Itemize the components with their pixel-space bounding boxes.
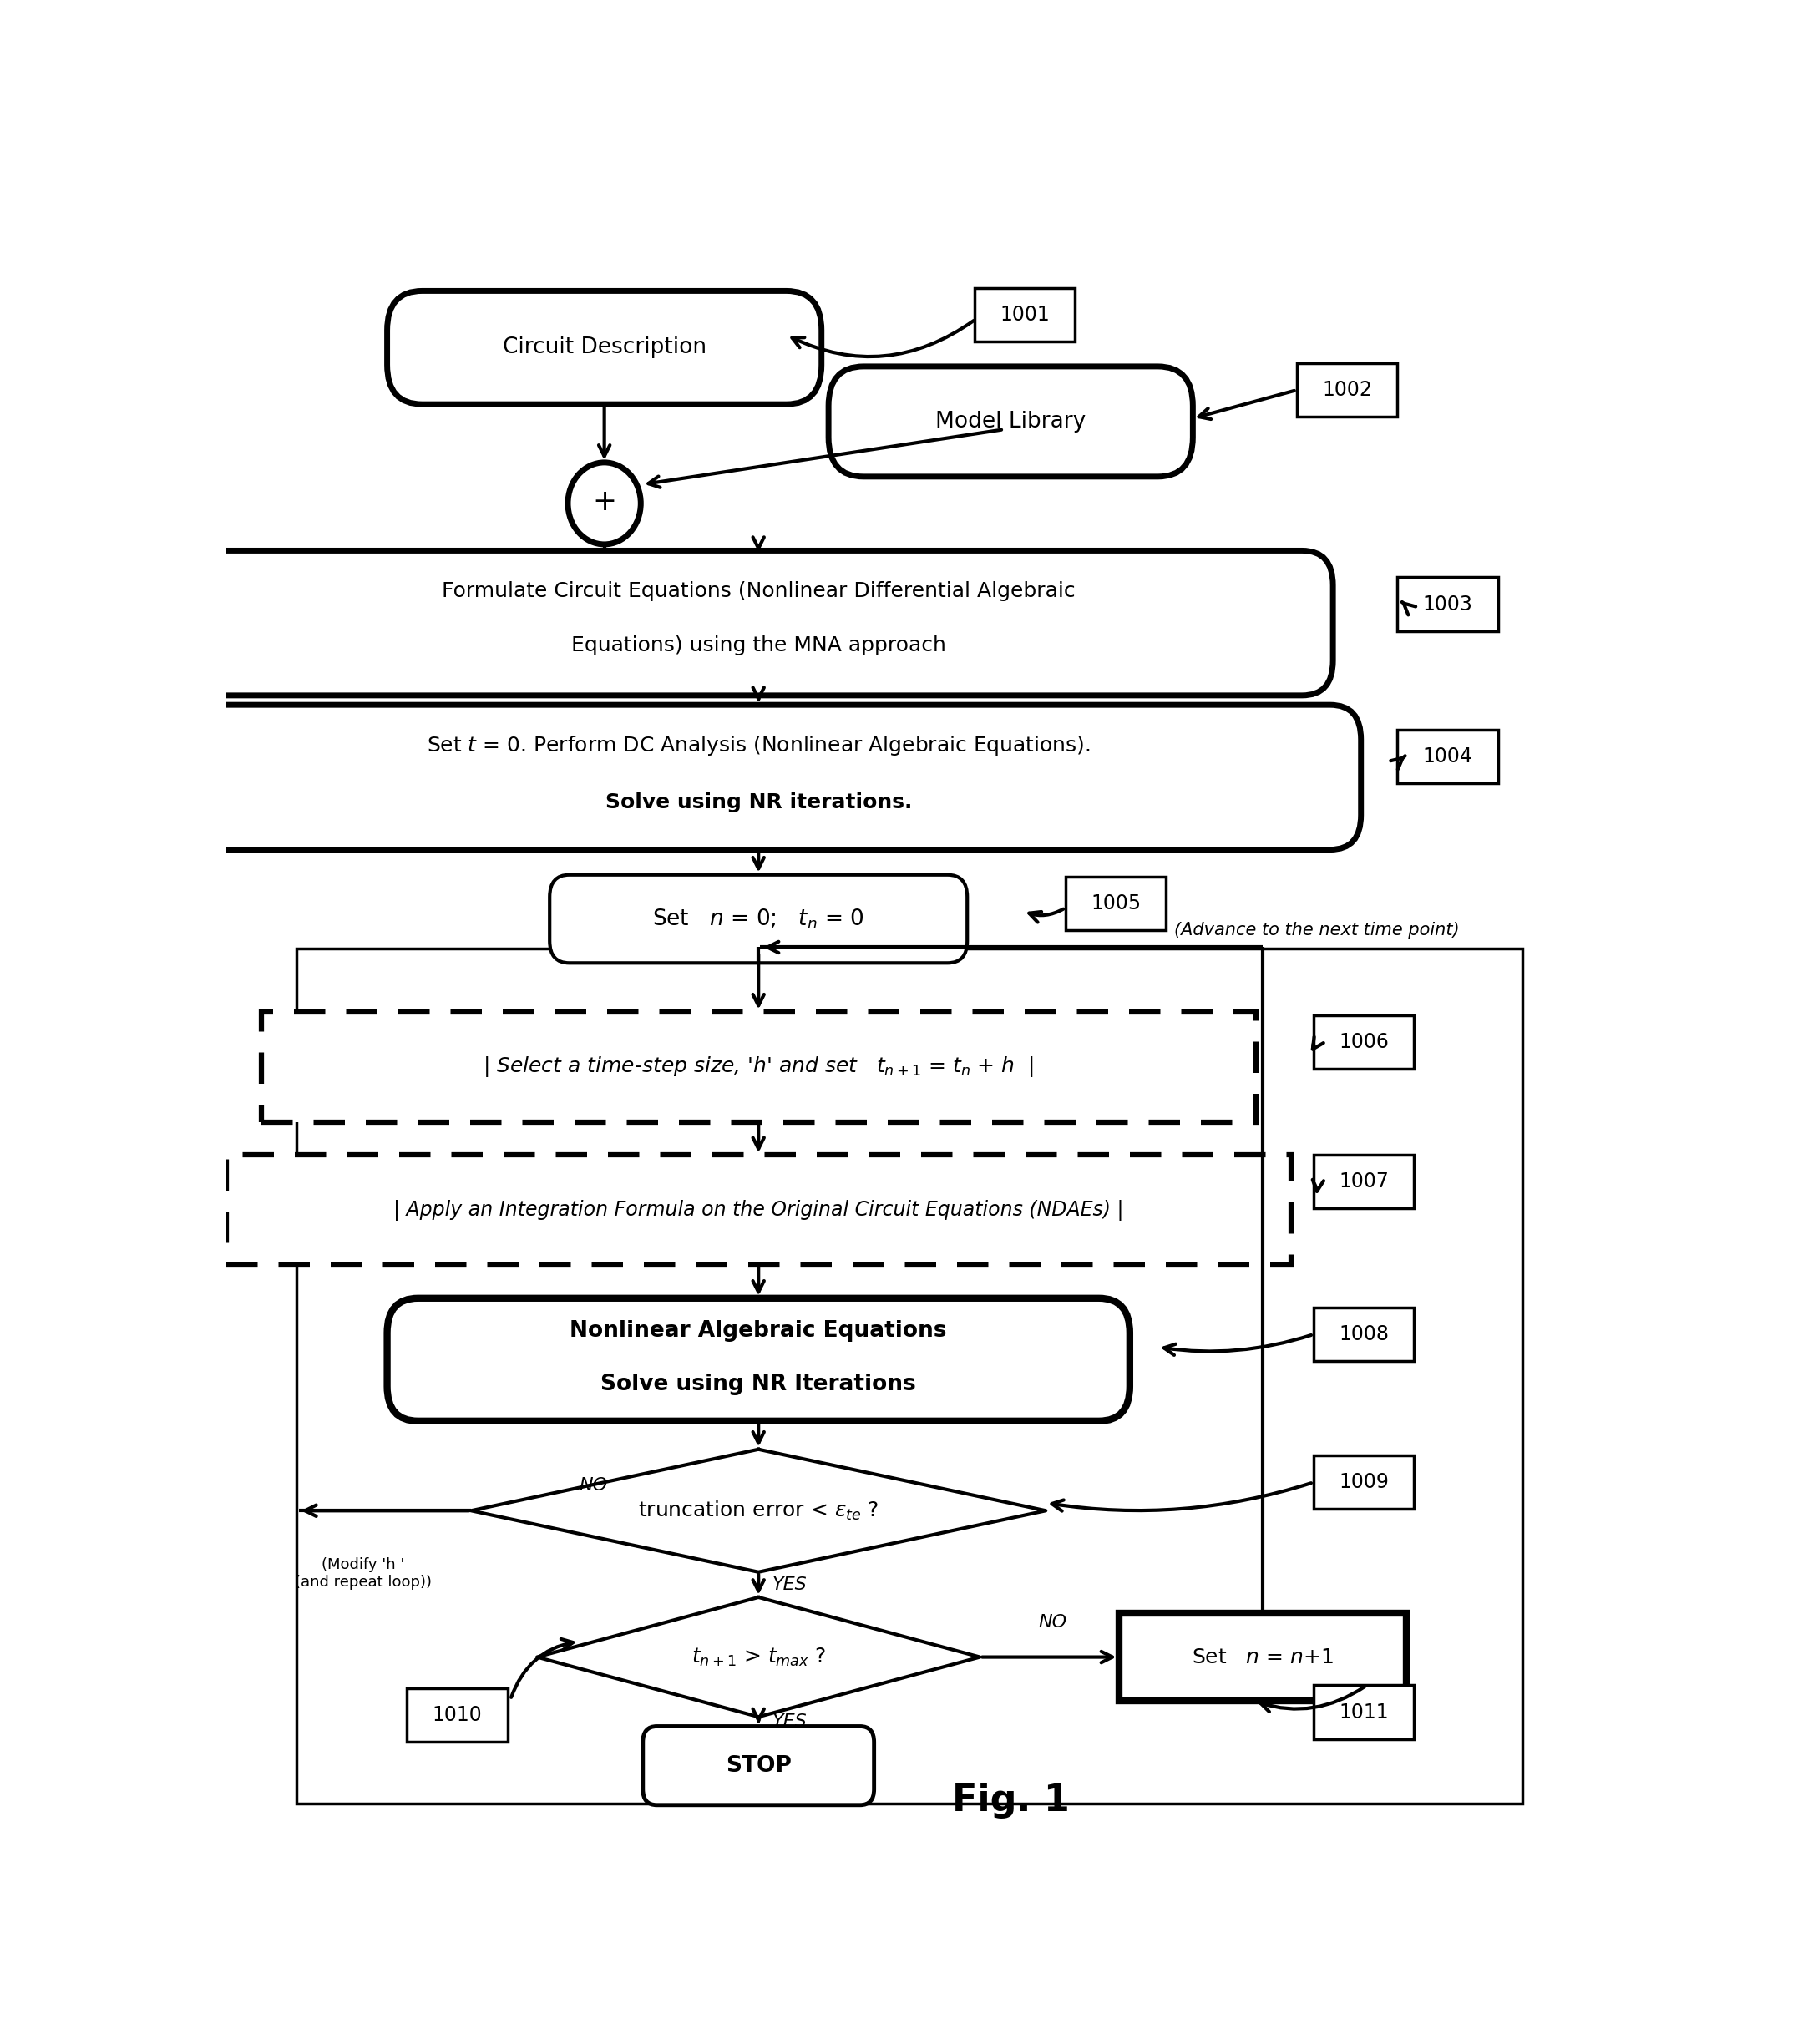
Text: Set   $n$ = 0;   $t_n$ = 0: Set $n$ = 0; $t_n$ = 0 [653, 908, 864, 930]
Text: | Select a time-step size, 'h' and set   $t_{n+1}$ = $t_n$ + h  |: | Select a time-step size, 'h' and set $… [483, 1055, 1034, 1079]
Text: Model Library: Model Library [935, 411, 1087, 433]
FancyBboxPatch shape [387, 290, 821, 405]
Text: 1004: 1004 [1423, 746, 1474, 766]
Text: Circuit Description: Circuit Description [503, 337, 707, 358]
FancyBboxPatch shape [644, 1727, 873, 1805]
Text: 1001: 1001 [1000, 305, 1050, 325]
Circle shape [568, 462, 640, 544]
Bar [260, 1012, 1257, 1122]
FancyBboxPatch shape [155, 705, 1361, 850]
Text: 1005: 1005 [1090, 893, 1141, 914]
Bar [226, 1155, 1291, 1265]
Text: Fig. 1: Fig. 1 [951, 1782, 1070, 1819]
Text: 1009: 1009 [1338, 1472, 1389, 1492]
Text: Solve using NR Iterations: Solve using NR Iterations [600, 1374, 917, 1396]
Text: (Modify 'h '
(and repeat loop)): (Modify 'h ' (and repeat loop)) [295, 1558, 432, 1590]
Text: NO: NO [579, 1478, 607, 1494]
FancyBboxPatch shape [407, 1688, 508, 1741]
Text: Set $t$ = 0. Perform DC Analysis (Nonlinear Algebraic Equations).: Set $t$ = 0. Perform DC Analysis (Nonlin… [427, 734, 1090, 758]
Text: 1011: 1011 [1340, 1703, 1389, 1723]
Polygon shape [537, 1596, 980, 1717]
Text: 1002: 1002 [1322, 380, 1372, 401]
Text: Set   $n$ = $n$+1: Set $n$ = $n$+1 [1191, 1647, 1334, 1668]
FancyBboxPatch shape [1119, 1613, 1407, 1701]
FancyBboxPatch shape [550, 875, 967, 963]
FancyBboxPatch shape [184, 550, 1332, 695]
FancyBboxPatch shape [1065, 877, 1166, 930]
Text: NO: NO [1038, 1615, 1067, 1631]
FancyBboxPatch shape [1313, 1155, 1414, 1208]
Text: +: + [593, 489, 617, 515]
FancyBboxPatch shape [1313, 1308, 1414, 1361]
Text: $t_{n+1}$ > $t_{max}$ ?: $t_{n+1}$ > $t_{max}$ ? [691, 1645, 826, 1668]
FancyBboxPatch shape [975, 288, 1076, 341]
Text: YES: YES [772, 1576, 806, 1592]
FancyBboxPatch shape [1398, 576, 1499, 632]
Text: YES: YES [772, 1713, 806, 1729]
Text: 1007: 1007 [1338, 1171, 1389, 1192]
Text: truncation error < $\varepsilon_{te}$ ?: truncation error < $\varepsilon_{te}$ ? [638, 1500, 879, 1523]
Text: Solve using NR iterations.: Solve using NR iterations. [606, 793, 911, 811]
Text: (Advance to the next time point): (Advance to the next time point) [1173, 922, 1459, 938]
FancyBboxPatch shape [1296, 364, 1398, 417]
FancyBboxPatch shape [387, 1298, 1130, 1421]
Text: | Apply an Integration Formula on the Original Circuit Equations (NDAEs) |: | Apply an Integration Formula on the Or… [394, 1200, 1123, 1220]
Text: 1008: 1008 [1338, 1325, 1389, 1345]
Text: STOP: STOP [725, 1756, 792, 1776]
FancyBboxPatch shape [1313, 1455, 1414, 1508]
Text: Equations) using the MNA approach: Equations) using the MNA approach [571, 636, 946, 654]
FancyBboxPatch shape [828, 366, 1193, 476]
Text: 1006: 1006 [1338, 1032, 1389, 1053]
FancyBboxPatch shape [1398, 730, 1499, 783]
Text: 1010: 1010 [432, 1705, 483, 1725]
Text: Formulate Circuit Equations (Nonlinear Differential Algebraic: Formulate Circuit Equations (Nonlinear D… [441, 580, 1076, 601]
Text: 1003: 1003 [1423, 595, 1474, 613]
FancyBboxPatch shape [1313, 1016, 1414, 1069]
Polygon shape [472, 1449, 1045, 1572]
Bar [297, 948, 1522, 1803]
FancyBboxPatch shape [1313, 1686, 1414, 1739]
Text: Nonlinear Algebraic Equations: Nonlinear Algebraic Equations [570, 1320, 947, 1343]
